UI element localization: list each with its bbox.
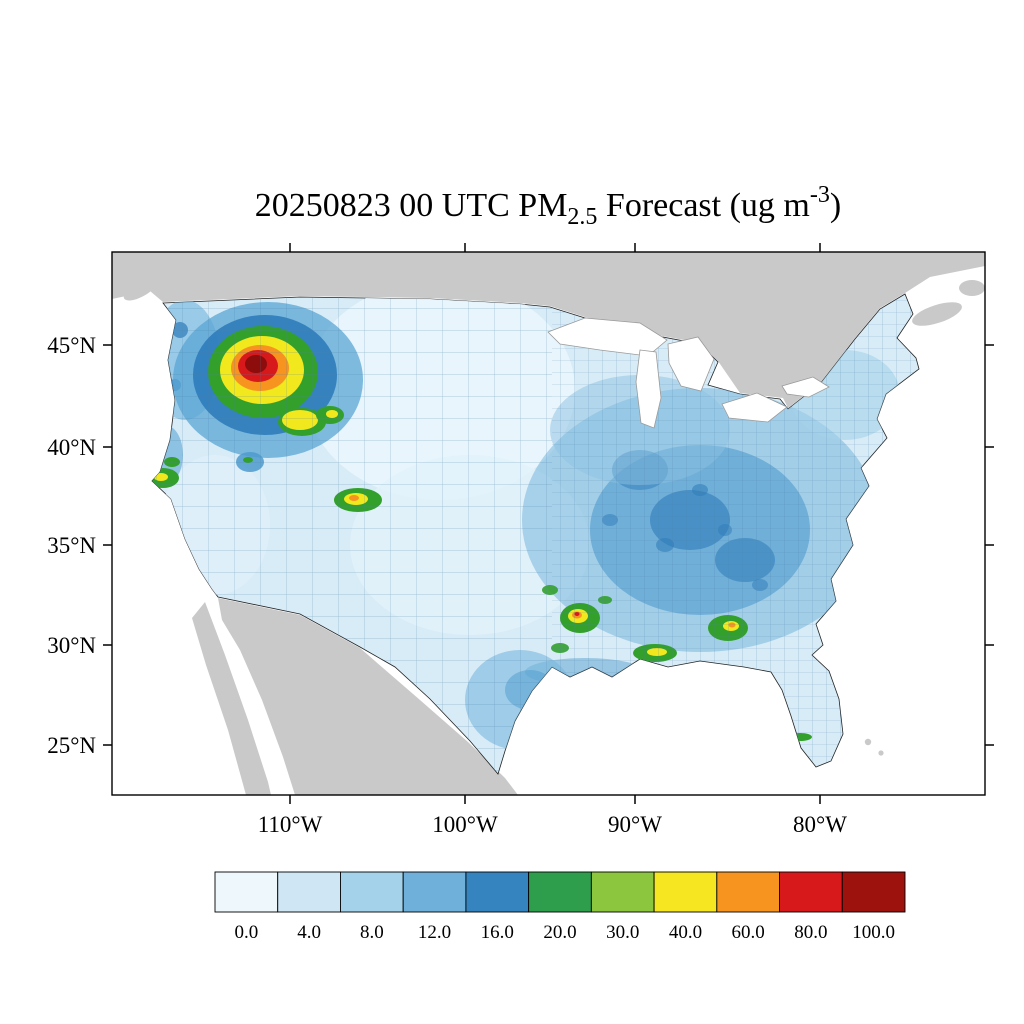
lake-ontario (781, 376, 830, 398)
lake-superior (547, 317, 668, 357)
colorbar-label-0.0: 0.0 (234, 922, 258, 943)
lat-label-45n: 45°N (47, 333, 96, 358)
axis-ticks (103, 243, 994, 804)
colorbar-segment-4.0 (277, 871, 341, 913)
chart-title: 20250823 00 UTC PM2.5 Forecast (ug m-3) (255, 182, 841, 230)
colorbar-segment-8.0 (340, 871, 404, 913)
colorbar-segment-100.0 (841, 871, 906, 913)
colorbar-segment-40.0 (653, 871, 718, 913)
lake-huron (667, 336, 715, 392)
colorbar-segment-0.0 (214, 871, 279, 913)
lon-label-110w: 110°W (258, 812, 323, 837)
bahamas-island-2 (878, 750, 884, 756)
colorbar-label-30.0: 30.0 (606, 922, 639, 943)
colorbar-label-4.0: 4.0 (297, 922, 321, 943)
lat-label-25n: 25°N (47, 733, 96, 758)
lake-michigan (635, 349, 662, 429)
lon-label-100w: 100°W (432, 812, 498, 837)
vancouver-island (123, 279, 157, 301)
colorbar: 0.0 4.0 8.0 12.0 16.0 20.0 30.0 40.0 60.0 80.0 100… (214, 871, 906, 943)
lake-erie (721, 392, 788, 423)
lon-label-90w: 90°W (608, 812, 662, 837)
colorbar-label-8.0: 8.0 (360, 922, 384, 943)
x-axis-labels: 110°W 100°W 90°W 80°W (258, 812, 848, 837)
colorbar-label-60.0: 60.0 (732, 922, 765, 943)
colorbar-label-40.0: 40.0 (669, 922, 702, 943)
colorbar-label-16.0: 16.0 (481, 922, 514, 943)
map-plot-area (112, 252, 985, 795)
colorbar-label-12.0: 12.0 (418, 922, 451, 943)
y-axis-labels: 45°N 40°N 35°N 30°N 25°N (47, 333, 96, 758)
colorbar-label-80.0: 80.0 (794, 922, 827, 943)
newfoundland-blob (959, 280, 985, 296)
plot-border (111, 251, 986, 796)
bahamas-island (864, 738, 872, 746)
colorbar-segment-60.0 (716, 871, 780, 913)
mexico-landmass (218, 598, 518, 795)
lat-label-35n: 35°N (47, 533, 96, 558)
colorbar-segment-16.0 (465, 871, 530, 913)
lat-label-40n: 40°N (47, 435, 96, 460)
lat-label-30n: 30°N (47, 633, 96, 658)
lon-label-80w: 80°W (793, 812, 847, 837)
canada-landmass (112, 252, 985, 408)
baja-peninsula (192, 602, 271, 795)
colorbar-segment-30.0 (590, 871, 655, 913)
colorbar-segment-20.0 (528, 871, 592, 913)
colorbar-label-20.0: 20.0 (543, 922, 576, 943)
colorbar-label-100.0: 100.0 (852, 922, 895, 943)
colorbar-segment-12.0 (402, 871, 467, 913)
colorbar-segment-80.0 (779, 871, 843, 913)
great-lakes (547, 317, 830, 429)
nova-scotia-island (912, 302, 962, 326)
